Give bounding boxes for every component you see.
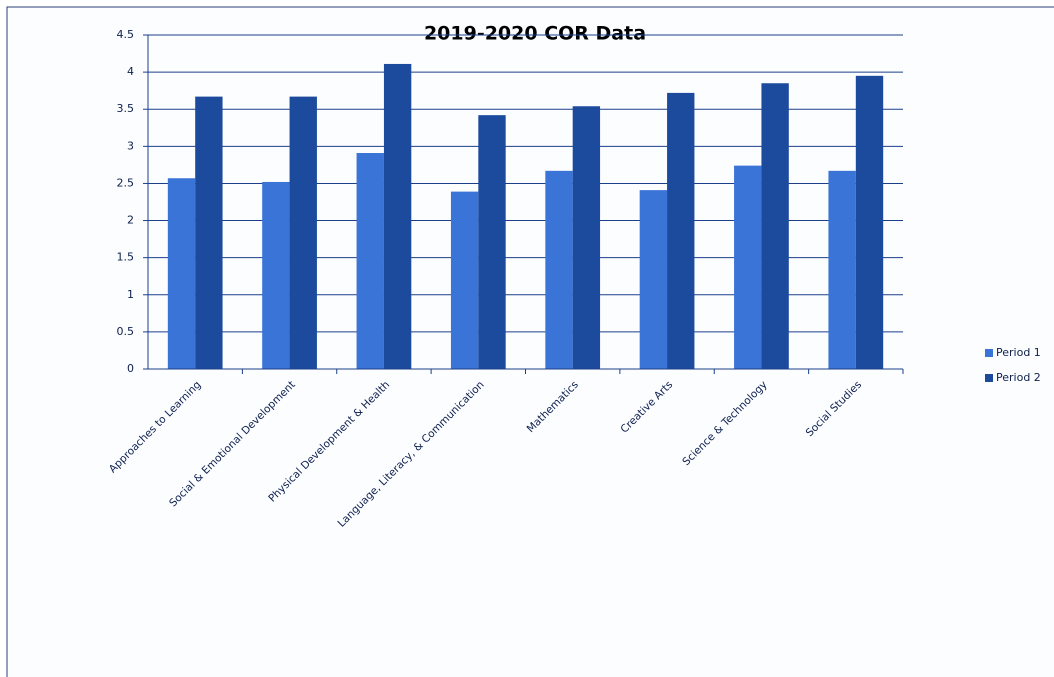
- bar: [828, 170, 856, 369]
- bar: [761, 83, 789, 369]
- bar: [639, 190, 668, 369]
- bar: [167, 178, 196, 369]
- y-tick-label: 3.5: [117, 102, 135, 115]
- bar: [262, 181, 290, 369]
- bar: [450, 191, 479, 369]
- bar: [855, 75, 884, 370]
- y-tick-label: 3: [127, 139, 134, 152]
- y-tick-label: 1: [127, 288, 134, 301]
- bar: [356, 153, 384, 369]
- y-tick-label: 0.5: [117, 325, 135, 338]
- y-tick-label: 4: [127, 65, 134, 78]
- bar: [195, 96, 223, 370]
- bar: [734, 165, 762, 369]
- chart-title: 2019-2020 COR Data: [424, 23, 646, 45]
- y-tick-label: 0: [127, 362, 134, 375]
- y-tick-label: 4.5: [117, 28, 135, 41]
- chart-frame: [6, 6, 1054, 677]
- bar: [289, 96, 317, 370]
- bar: [545, 170, 573, 369]
- legend-swatch: [985, 349, 993, 357]
- legend-label: Period 2: [996, 371, 1041, 384]
- bar: [572, 106, 601, 370]
- y-tick-label: 1.5: [117, 251, 135, 264]
- y-tick-label: 2: [127, 214, 134, 227]
- legend-swatch: [985, 374, 993, 382]
- y-tick-label: 2.5: [117, 176, 135, 189]
- legend-label: Period 1: [996, 346, 1041, 359]
- bar: [478, 115, 506, 369]
- bar: [383, 63, 412, 370]
- bar: [667, 92, 695, 369]
